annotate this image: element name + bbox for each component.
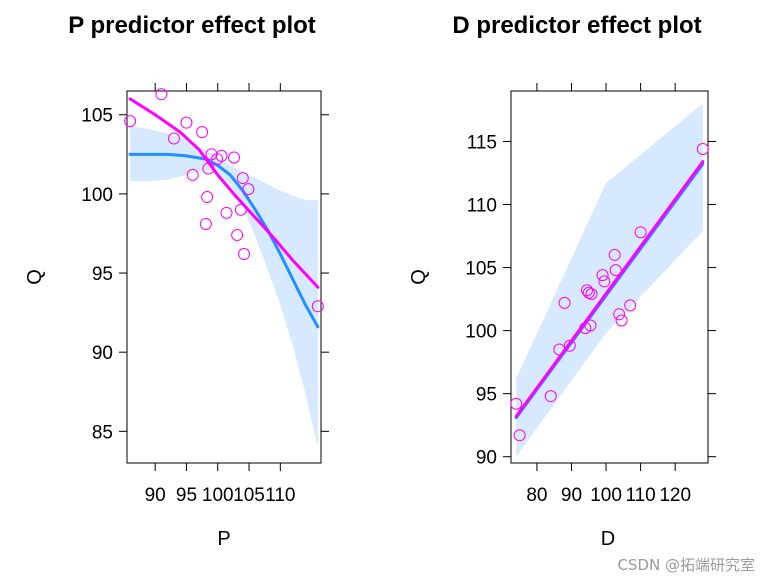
d-data-point	[609, 264, 622, 277]
p-data-point	[211, 153, 224, 166]
p-data-point	[186, 168, 199, 181]
p-x-tick-label: 100	[202, 485, 234, 506]
d-data-point	[608, 248, 621, 261]
p-y-tick-label: 95	[92, 264, 113, 285]
p-smooth-line	[128, 97, 320, 289]
p-plot-title: P predictor effect plot	[68, 12, 316, 39]
p-data-points	[124, 88, 324, 313]
p-y-axis-label: Q	[24, 269, 46, 285]
d-y-tick-label: 100	[465, 322, 497, 343]
p-data-point	[202, 162, 215, 175]
d-x-tick-label: 120	[659, 485, 691, 506]
p-fit-line	[128, 152, 320, 329]
p-x-tick-label: 95	[176, 485, 197, 506]
d-data-point	[558, 296, 571, 309]
p-effect-plot-panel: P predictor effect plot 90 95 100 105 110 85…	[24, 12, 329, 550]
p-data-point	[196, 126, 209, 139]
p-data-point	[220, 206, 233, 219]
p-fitted-curve	[128, 152, 320, 329]
d-data-point	[544, 390, 557, 403]
d-data-point	[513, 429, 526, 442]
p-y-tick-label: 100	[81, 185, 113, 206]
d-x-tick-label: 100	[590, 485, 622, 506]
p-data-point	[180, 116, 193, 129]
p-data-point	[124, 115, 137, 128]
d-y-tick-label: 105	[465, 259, 497, 280]
d-plot-frame	[510, 90, 709, 464]
p-y-tick-label: 90	[92, 343, 113, 364]
d-plot-title: D predictor effect plot	[452, 12, 701, 39]
p-data-point	[242, 183, 255, 196]
d-data-point	[613, 308, 626, 321]
p-y-tick-label: 105	[81, 106, 113, 127]
d-data-points	[510, 143, 709, 442]
d-data-point	[624, 299, 637, 312]
p-confidence-band-area	[130, 125, 318, 448]
p-smooth-curve	[128, 97, 320, 289]
p-x-axis-label: P	[217, 528, 230, 550]
d-data-point	[563, 339, 576, 352]
d-data-point	[634, 226, 647, 239]
d-x-tick-label: 110	[625, 485, 655, 506]
d-data-point	[553, 343, 566, 356]
p-data-point	[228, 151, 241, 164]
p-data-point	[238, 248, 251, 261]
d-data-point	[581, 284, 594, 297]
p-data-point	[234, 203, 247, 216]
p-data-point	[231, 229, 244, 242]
d-data-point	[696, 143, 709, 156]
d-data-point	[510, 397, 523, 410]
p-confidence-band	[130, 125, 318, 448]
p-data-point	[155, 88, 168, 101]
p-y-tick-label: 85	[92, 422, 113, 443]
d-smooth-line	[514, 160, 705, 418]
d-data-point	[598, 275, 611, 288]
p-y-axis-ticks: 85 90 95 100 105	[81, 106, 329, 443]
d-y-tick-label: 110	[467, 195, 497, 216]
p-data-point	[215, 149, 228, 162]
d-y-axis-ticks: 90 95 100 105 110 115	[465, 132, 716, 469]
p-data-point	[167, 132, 180, 145]
watermark-text: CSDN @拓端研究室	[617, 556, 755, 574]
p-x-tick-label: 105	[233, 485, 265, 506]
d-smooth-line	[514, 160, 705, 418]
d-data-point	[584, 319, 597, 332]
d-effect-plot-panel: D predictor effect plot 80 90 100 110 120 90…	[408, 12, 716, 550]
d-x-axis-ticks: 80 90 100 110 120	[526, 83, 691, 506]
d-x-tick-label: 80	[526, 485, 547, 506]
d-data-point	[585, 288, 598, 301]
d-x-axis-label: D	[601, 528, 615, 550]
d-y-tick-label: 95	[476, 385, 497, 406]
d-y-axis-label: Q	[408, 269, 430, 285]
d-data-point	[596, 269, 609, 282]
p-x-axis-ticks: 90 95 100 105 110	[145, 83, 295, 506]
d-data-point	[615, 314, 628, 327]
p-data-point	[236, 172, 249, 185]
d-x-tick-label: 90	[561, 485, 582, 506]
p-data-point	[201, 191, 214, 204]
p-data-point	[311, 300, 324, 313]
p-x-tick-label: 110	[265, 485, 295, 506]
p-x-tick-label: 90	[145, 485, 166, 506]
p-data-point	[199, 217, 212, 230]
d-y-tick-label: 90	[476, 448, 497, 469]
p-plot-frame	[126, 90, 322, 464]
d-y-tick-label: 115	[467, 132, 497, 153]
